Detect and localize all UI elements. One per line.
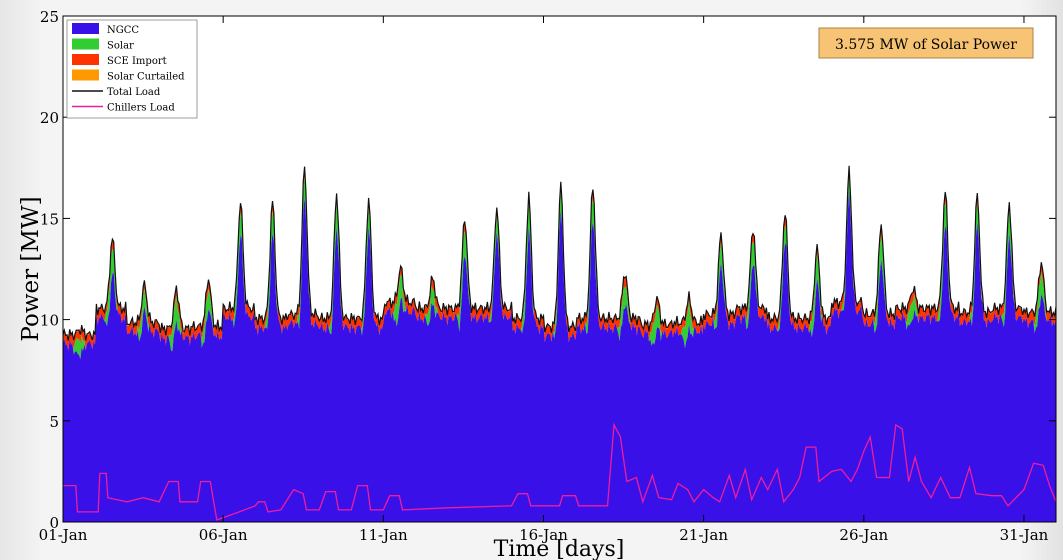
legend-entry-label: Solar bbox=[107, 41, 134, 52]
x-tick-label: 11-Jan bbox=[359, 526, 408, 544]
annotation-text: 3.575 MW of Solar Power bbox=[835, 37, 1017, 53]
y-axis: 0 5 10 15 20 25 bbox=[40, 8, 1056, 532]
y-tick-label: 0 bbox=[49, 514, 59, 532]
chillers-load-line bbox=[63, 422, 1057, 521]
y-tick-label: 5 bbox=[49, 413, 59, 431]
x-tick-label: 26-Jan bbox=[839, 526, 888, 544]
ngcc-area bbox=[63, 190, 1056, 522]
legend-swatch bbox=[72, 38, 99, 50]
stacked-area-series bbox=[62, 165, 1057, 522]
x-axis-label: Time [days] bbox=[494, 537, 625, 560]
x-tick-label: 06-Jan bbox=[199, 526, 248, 544]
legend-swatch bbox=[72, 54, 99, 65]
legend-entry-label: SCE Import bbox=[107, 56, 167, 67]
legend-entry-label: Total Load bbox=[107, 87, 161, 98]
legend-swatch bbox=[72, 69, 99, 81]
legend-swatch bbox=[72, 23, 99, 34]
y-tick-label: 15 bbox=[40, 210, 59, 228]
y-axis-label: Power [MW] bbox=[18, 196, 44, 341]
x-tick-label: 21-Jan bbox=[679, 526, 728, 544]
y-tick-label: 10 bbox=[40, 312, 59, 330]
total-load-line bbox=[62, 165, 1057, 341]
x-tick-label: 31-Jan bbox=[1000, 526, 1049, 544]
annotation-box bbox=[818, 27, 1034, 59]
legend-entry-label: Solar Curtailed bbox=[107, 72, 185, 83]
x-tick-label: 16-Jan bbox=[519, 526, 568, 544]
plot-frame bbox=[62, 15, 1057, 523]
x-tick-label: 01-Jan bbox=[39, 526, 88, 544]
y-tick-label: 20 bbox=[40, 109, 59, 127]
legend-box bbox=[66, 19, 198, 119]
legend-entry-label: NGCC bbox=[107, 25, 139, 36]
chillers-load-series bbox=[63, 422, 1057, 521]
legend: NGCC Solar SCE Import Solar Curtailed Total … bbox=[66, 19, 198, 119]
legend-entry-label: Chillers Load bbox=[107, 103, 175, 114]
sce-import-area bbox=[63, 166, 1056, 351]
solar-annotation: 3.575 MW of Solar Power bbox=[818, 27, 1034, 59]
x-axis: 01-Jan 06-Jan 11-Jan 16-Jan 21-Jan 26-Jan 31-J… bbox=[39, 16, 1049, 544]
y-tick-label: 25 bbox=[40, 8, 59, 26]
